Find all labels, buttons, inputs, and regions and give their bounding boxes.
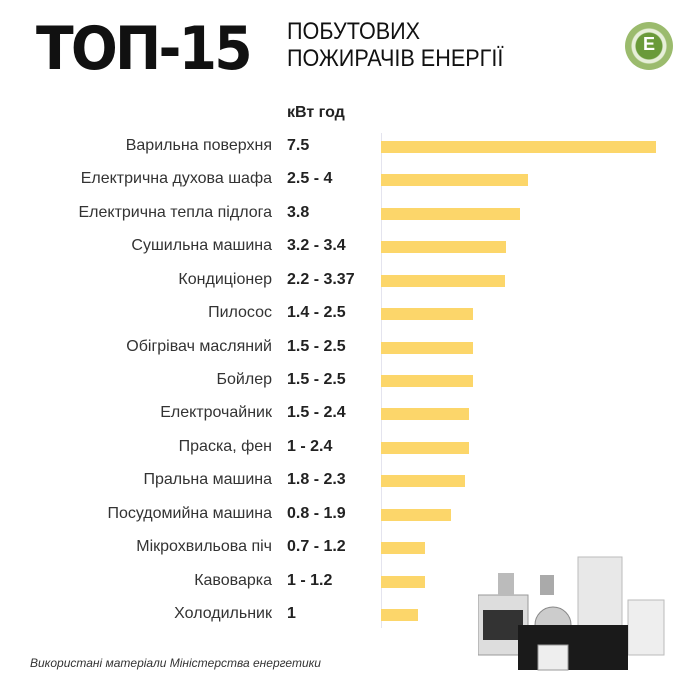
logo-letter: Е (642, 34, 655, 54)
value-label: 3.2 - 3.4 (287, 237, 346, 255)
category-label: Обігрівач масляний (126, 337, 272, 355)
value-label: 1 (287, 605, 296, 623)
bar (381, 441, 469, 454)
category-label: Холодильник (174, 605, 272, 623)
bar (381, 308, 473, 321)
title-sub-line1: ПОБУТОВИХ (287, 18, 421, 45)
bar (381, 575, 425, 588)
value-label: 3.8 (287, 203, 310, 221)
value-label: 1.5 - 2.5 (287, 371, 346, 388)
bar (381, 609, 418, 622)
value-label: 1.4 - 2.5 (287, 304, 346, 322)
bar (381, 341, 473, 354)
title-sub-line2: ПОЖИРАЧІВ ЕНЕРГІЇ (287, 45, 504, 72)
category-label: Бойлер (216, 371, 272, 388)
value-label: 2.5 - 4 (287, 170, 333, 188)
bar (381, 241, 506, 254)
appliances-image (478, 556, 665, 671)
source-note: Використані матеріали Міністерства енерг… (30, 656, 321, 670)
category-label: Варильна поверхня (125, 137, 272, 154)
value-label: 2.2 - 3.37 (287, 270, 355, 288)
category-label: Праска, фен (178, 437, 272, 455)
bar (381, 542, 425, 555)
value-label: 0.8 - 1.9 (287, 504, 346, 522)
unit-label: кВт год (287, 104, 345, 121)
bar (381, 475, 466, 488)
logo-icon: Е (625, 22, 673, 70)
value-label: 0.7 - 1.2 (287, 538, 346, 556)
category-label: Пральна машина (143, 471, 272, 489)
value-label: 1 - 2.4 (287, 437, 333, 455)
title-sub: ПОБУТОВИХ ПОЖИРАЧІВ ЕНЕРГІЇ (287, 18, 503, 72)
bar (381, 408, 469, 421)
bar (381, 508, 451, 521)
category-label: Кондиціонер (178, 270, 272, 288)
category-label: Електрична тепла підлога (78, 203, 272, 221)
title-main: ТОП-15 (36, 14, 253, 84)
category-label: Електрочайник (160, 404, 272, 422)
bar (381, 141, 656, 153)
value-label: 1 - 1.2 (287, 571, 333, 589)
value-label: 1.5 - 2.4 (287, 404, 346, 422)
category-label: Електрична духова шафа (80, 170, 272, 188)
bar (381, 174, 528, 187)
category-label: Сушильна машина (131, 237, 272, 255)
category-label: Мікрохвильова піч (136, 538, 272, 556)
bar (381, 207, 521, 220)
bar (381, 375, 473, 387)
value-label: 7.5 (287, 137, 310, 154)
value-label: 1.8 - 2.3 (287, 471, 346, 489)
value-label: 1.5 - 2.5 (287, 337, 346, 355)
category-label: Пилосос (208, 304, 272, 322)
category-label: Посудомийна машина (107, 504, 272, 522)
category-label: Кавоварка (194, 571, 272, 589)
bar (381, 274, 505, 287)
